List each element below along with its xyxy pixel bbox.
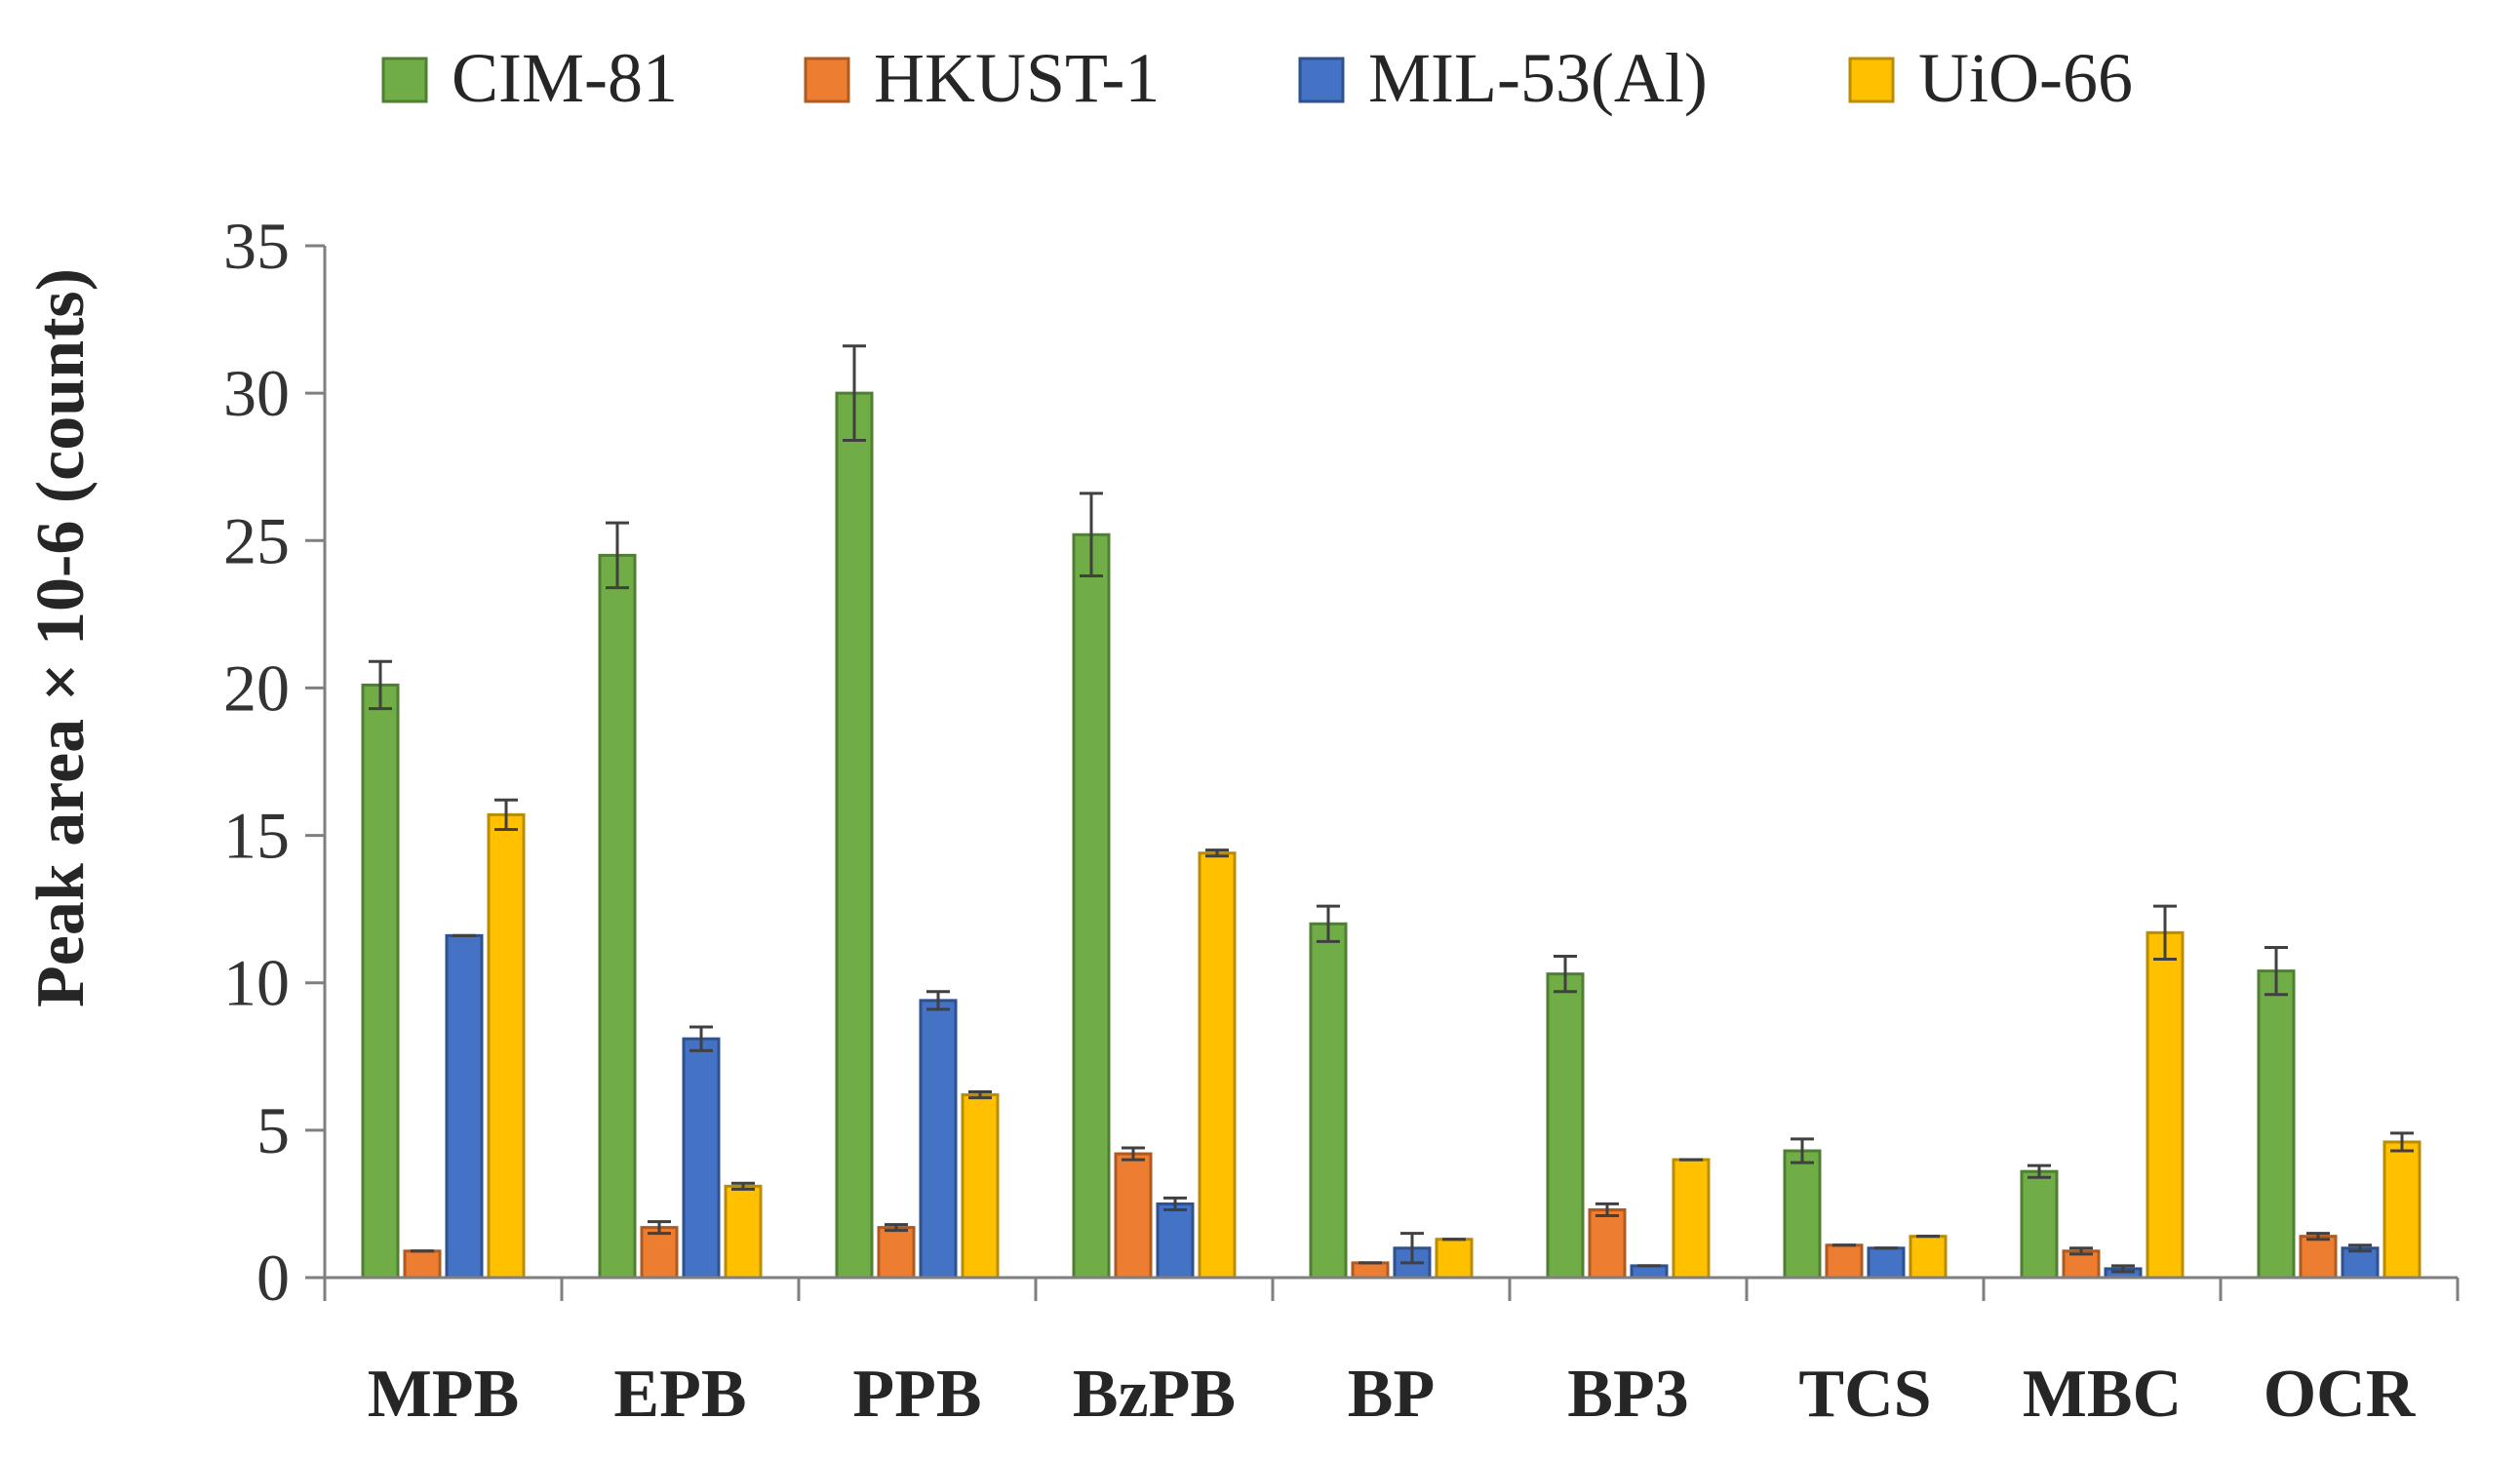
y-tick-label: 10 [223, 946, 290, 1020]
error-bar [2028, 1163, 2051, 1179]
error-bar [2069, 1246, 2093, 1256]
error-bar [1080, 492, 1103, 578]
bar-mil-53-al--bp3 [1630, 1264, 1669, 1280]
bar-hkust-1-bp3 [1588, 1207, 1627, 1280]
bar-cim-81-epb [598, 553, 637, 1280]
bar-mil-53-al--mpb [445, 933, 484, 1280]
legend: CIM-81 HKUST-1 MIL-53(Al) UiO-66 [381, 39, 2133, 117]
legend-label: MIL-53(Al) [1368, 39, 1708, 117]
error-bar [1317, 904, 1340, 943]
x-tick-label: MBC [2023, 1357, 2182, 1432]
error-bar [1554, 955, 1577, 994]
x-tick-label: BzPB [1073, 1357, 1236, 1432]
legend-item: MIL-53(Al) [1298, 39, 1708, 117]
bar-mil-53-al--bzpb [1156, 1202, 1195, 1280]
bar-uio-66-ocr [2382, 1140, 2422, 1280]
bar-hkust-1-mpb [403, 1249, 442, 1280]
y-axis: 0 5 10 15 20 25 30 35 [223, 209, 327, 1315]
legend-label: UiO-66 [1918, 39, 2133, 117]
error-bar [1205, 848, 1229, 858]
error-bar [648, 1220, 671, 1236]
x-tick-label: BP3 [1567, 1357, 1688, 1432]
y-tick-label: 0 [256, 1241, 290, 1315]
bar-mil-53-al--ocr [2341, 1246, 2380, 1280]
x-axis: MPB EPB PPB BzPB BP BP3 TCS MBC OCR [323, 1276, 2460, 1432]
bar-mil-53-al--ppb [919, 999, 958, 1280]
error-bar [1163, 1196, 1187, 1211]
legend-swatch [1848, 57, 1895, 103]
error-bar [369, 659, 392, 711]
error-bar [2153, 904, 2177, 962]
bar-cim-81-ppb [835, 391, 874, 1280]
bar-cim-81-ocr [2257, 969, 2296, 1280]
bar-cim-81-bp3 [1546, 972, 1585, 1280]
y-tick-label: 25 [223, 503, 290, 577]
y-tick-label: 15 [223, 799, 290, 873]
error-bar [689, 1025, 713, 1052]
error-bar [1595, 1202, 1619, 1218]
y-tick-label: 35 [223, 209, 290, 283]
bar-hkust-1-epb [640, 1226, 679, 1280]
bar-hkust-1-bp [1351, 1261, 1390, 1280]
bar-mil-53-al--tcs [1867, 1246, 1906, 1280]
bar-uio-66-bp3 [1672, 1158, 1711, 1280]
error-bar [731, 1181, 755, 1191]
y-tick-label: 30 [223, 356, 290, 430]
bar-uio-66-bp [1435, 1238, 1474, 1280]
error-bar [2390, 1131, 2414, 1153]
legend-swatch [1298, 57, 1345, 103]
y-axis-title-group: Peak area × 10-6 (counts) [23, 268, 98, 1007]
error-bar [2111, 1264, 2135, 1274]
y-axis-title: Peak area × 10-6 (counts) [23, 268, 98, 1007]
bar-uio-66-ppb [961, 1093, 1000, 1280]
bar-uio-66-mbc [2146, 930, 2185, 1280]
error-bar [843, 344, 866, 443]
bar-uio-66-mpb [487, 812, 526, 1280]
error-bar [968, 1090, 992, 1100]
error-bar [885, 1223, 908, 1233]
bar-cim-81-mbc [2020, 1169, 2059, 1280]
error-bar [2306, 1232, 2330, 1242]
bar-cim-81-mpb [361, 683, 400, 1280]
x-tick-label: MPB [368, 1357, 520, 1432]
bar-hkust-1-bzpb [1114, 1152, 1153, 1280]
bar-uio-66-tcs [1909, 1235, 1948, 1280]
bar-mil-53-al--epb [682, 1037, 721, 1280]
legend-label: HKUST-1 [874, 39, 1160, 117]
legend-item: HKUST-1 [804, 39, 1160, 117]
error-bar [2348, 1243, 2372, 1253]
x-tick-label: OCR [2264, 1357, 2417, 1432]
bar-hkust-1-tcs [1825, 1243, 1864, 1280]
error-bar [926, 990, 950, 1011]
bar-series-group [361, 391, 2422, 1280]
error-bar [1122, 1146, 1145, 1162]
legend-label: CIM-81 [452, 39, 678, 117]
error-bar [2264, 945, 2288, 997]
bar-hkust-1-ppb [877, 1226, 916, 1280]
x-tick-label: TCS [1798, 1357, 1931, 1432]
legend-item: CIM-81 [381, 39, 678, 117]
x-tick-label: BP [1348, 1357, 1435, 1432]
x-tick-label: PPB [852, 1357, 981, 1432]
y-tick-label: 5 [256, 1093, 290, 1167]
y-tick-label: 20 [223, 651, 290, 725]
legend-swatch [804, 57, 850, 103]
error-bar [1791, 1137, 1814, 1164]
bar-cim-81-bp [1309, 922, 1348, 1280]
bar-uio-66-bzpb [1198, 851, 1237, 1280]
bar-cim-81-tcs [1783, 1149, 1822, 1280]
error-bar [606, 521, 629, 590]
error-bar [1400, 1232, 1424, 1265]
bar-hkust-1-ocr [2299, 1235, 2338, 1280]
legend-item: UiO-66 [1848, 39, 2133, 117]
error-bar [494, 798, 518, 832]
bar-uio-66-epb [724, 1184, 763, 1280]
bar-cim-81-bzpb [1072, 532, 1111, 1280]
x-tick-label: EPB [613, 1357, 746, 1432]
legend-swatch [381, 57, 428, 103]
error-bar-group [369, 344, 2414, 1274]
